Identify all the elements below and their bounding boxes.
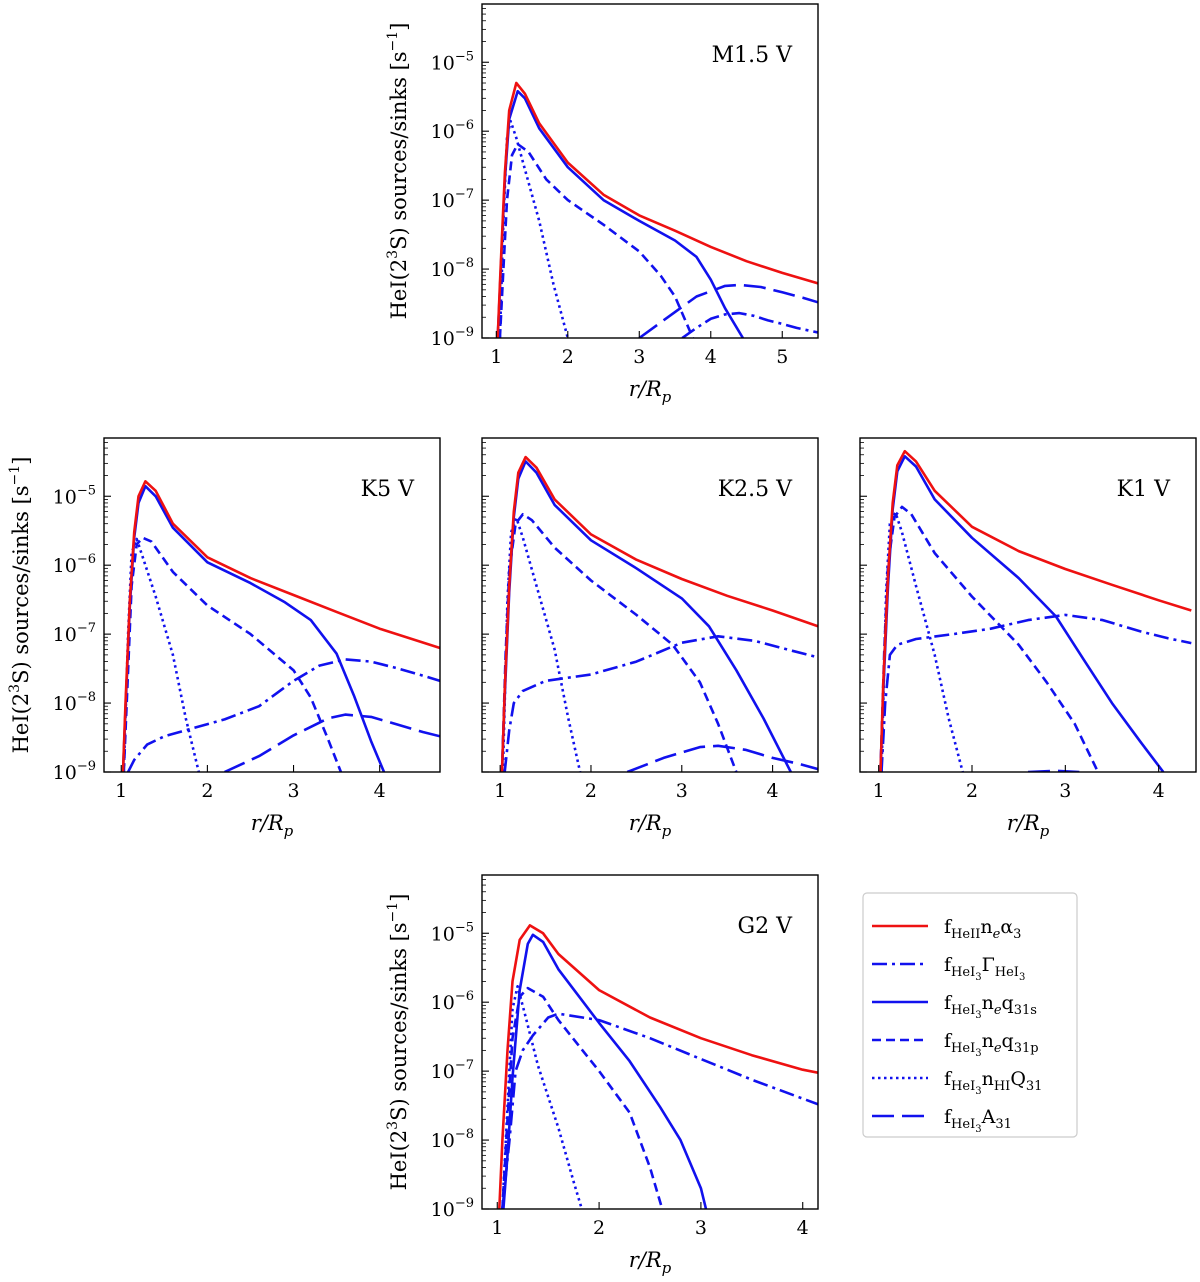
y-tick-label: 10−7 xyxy=(431,187,474,212)
y-tick-label: 10−9 xyxy=(431,1196,474,1221)
series-line-photoion xyxy=(503,635,818,772)
x-tick-label: 1 xyxy=(873,780,885,802)
x-tick-label: 1 xyxy=(491,1217,503,1239)
legend-label-coll_s: fHeI3neq31s xyxy=(944,992,1037,1021)
x-axis-label: r/Rp xyxy=(251,811,294,840)
x-axis-label: r/Rp xyxy=(629,1248,672,1277)
series-line-photoion xyxy=(501,1012,818,1209)
x-axis-label: r/Rp xyxy=(629,811,672,840)
y-tick-label: 10−6 xyxy=(431,118,474,143)
series-line-rad_decay xyxy=(224,713,440,772)
y-tick-label: 10−8 xyxy=(431,256,474,281)
x-tick-label: 2 xyxy=(966,780,978,802)
legend-label-hi_coll: fHeI3nHIQ31 xyxy=(944,1068,1042,1097)
x-tick-label: 1 xyxy=(490,346,502,368)
y-tick-label: 10−5 xyxy=(53,483,96,508)
legend: fHeIIneα3 fHeI3ΓHeI3 fHeI3neq31s fHeI3neq31… xyxy=(862,892,1078,1138)
legend-label-heII_rec: fHeIIneα3 xyxy=(944,916,1021,942)
series-line-coll_p xyxy=(879,505,1100,772)
x-tick-label: 3 xyxy=(676,780,688,802)
series-line-coll_p xyxy=(500,512,738,772)
series-line-photoion xyxy=(880,613,1192,772)
x-tick-label: 2 xyxy=(201,780,213,802)
legend-box xyxy=(862,892,1078,1138)
series-line-coll_p xyxy=(498,142,695,338)
x-tick-label: 4 xyxy=(705,346,717,368)
series-line-coll_s xyxy=(502,933,708,1209)
legend-label-coll_p: fHeI3neq31p xyxy=(944,1030,1039,1059)
y-tick-label: 10−9 xyxy=(53,759,96,784)
y-tick-label: 10−8 xyxy=(431,1127,474,1152)
x-tick-label: 4 xyxy=(767,780,779,802)
x-tick-label: 3 xyxy=(1059,780,1071,802)
y-tick-label: 10−5 xyxy=(431,920,474,945)
panel-title: G2 V xyxy=(738,914,794,939)
x-tick-label: 1 xyxy=(494,780,506,802)
series-line-coll_s xyxy=(121,484,386,772)
series-line-hi_coll xyxy=(501,516,582,772)
series-line-hi_coll xyxy=(880,511,964,772)
plot-frame xyxy=(481,874,819,1210)
legend-label-photoion: fHeI3ΓHeI3 xyxy=(944,954,1025,983)
panel-k2-5-v: 1 2 3 4 K2.5 V r/Rp xyxy=(481,437,819,840)
legend-label-rad_decay: fHeI3A31 xyxy=(944,1106,1012,1135)
panel-title: M1.5 V xyxy=(712,43,794,68)
series-line-heII_rec xyxy=(879,449,1192,772)
x-tick-label: 5 xyxy=(776,346,788,368)
y-axis-label: HeI(23S) sources/sinks [s−1] xyxy=(7,457,33,754)
x-tick-label: 2 xyxy=(562,346,574,368)
series-line-heII_rec xyxy=(121,480,440,772)
series-line-photoion xyxy=(126,658,440,772)
panel-title: K5 V xyxy=(361,477,415,502)
y-tick-label: 10−6 xyxy=(53,552,96,577)
plot-frame xyxy=(481,3,819,339)
x-tick-label: 4 xyxy=(374,780,386,802)
plot-frame xyxy=(859,437,1197,773)
x-tick-label: 2 xyxy=(593,1217,605,1239)
x-tick-label: 3 xyxy=(287,780,299,802)
x-tick-label: 4 xyxy=(797,1217,809,1239)
panel-title: K2.5 V xyxy=(718,477,793,502)
plot-frame xyxy=(481,437,819,773)
y-axis-label: HeI(23S) sources/sinks [s−1] xyxy=(385,894,411,1191)
series-line-heII_rec xyxy=(498,924,818,1209)
series-line-heII_rec xyxy=(500,455,818,772)
series-line-hi_coll xyxy=(122,537,201,772)
x-tick-label: 2 xyxy=(585,780,597,802)
y-tick-label: 10−8 xyxy=(53,690,96,715)
x-tick-label: 4 xyxy=(1153,780,1165,802)
series-line-coll_s xyxy=(500,460,792,772)
panel-m1-5-v: 1 2 3 4 5 10−9 10−8 10−7 10−6 10−5 M1.5 V r/Rp HeI(2… xyxy=(385,3,819,406)
x-tick-label: 3 xyxy=(633,346,645,368)
series-line-rad_decay xyxy=(638,283,818,338)
y-tick-label: 10−5 xyxy=(431,49,474,74)
y-tick-label: 10−7 xyxy=(431,1058,474,1083)
y-tick-label: 10−7 xyxy=(53,621,96,646)
series-line-rad_decay xyxy=(626,744,818,772)
plot-frame xyxy=(103,437,441,773)
x-tick-label: 1 xyxy=(115,780,127,802)
series-line-heII_rec xyxy=(496,81,818,338)
x-tick-label: 3 xyxy=(695,1217,707,1239)
series-line-coll_s xyxy=(496,89,745,338)
x-axis-label: r/Rp xyxy=(629,377,672,406)
series-line-hi_coll xyxy=(501,985,584,1209)
series-line-coll_p xyxy=(501,986,664,1209)
y-axis-label: HeI(23S) sources/sinks [s−1] xyxy=(385,23,411,320)
y-tick-label: 10−6 xyxy=(431,989,474,1014)
panel-k1-v: 1 2 3 4 K1 V r/Rp xyxy=(859,437,1197,840)
x-axis-label: r/Rp xyxy=(1007,811,1050,840)
panel-title: K1 V xyxy=(1117,477,1171,502)
panel-g2-v: 1 2 3 4 10−9 10−8 10−7 10−6 10−5 G2 V r/Rp HeI(23S)… xyxy=(385,874,819,1277)
panel-k5-v: 1 2 3 4 10−9 10−8 10−7 10−6 10−5 K5 V r/Rp HeI(23S)… xyxy=(7,437,441,840)
series-line-photoion xyxy=(681,311,818,338)
y-tick-label: 10−9 xyxy=(431,325,474,350)
